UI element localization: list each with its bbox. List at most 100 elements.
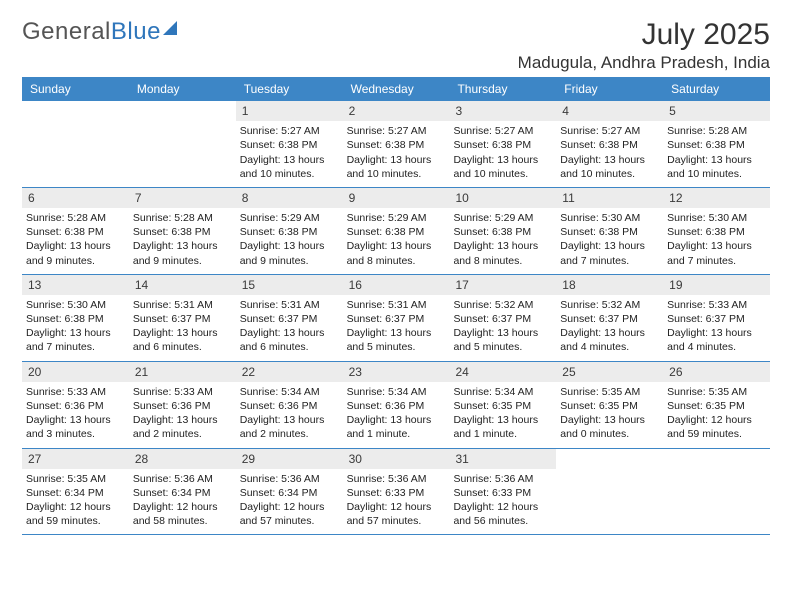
- sunset-text: Sunset: 6:34 PM: [26, 486, 125, 500]
- sunset-text: Sunset: 6:36 PM: [26, 399, 125, 413]
- daylight-text: Daylight: 13 hours and 7 minutes.: [667, 239, 766, 267]
- sunrise-text: Sunrise: 5:36 AM: [453, 472, 552, 486]
- day-cell: 30Sunrise: 5:36 AMSunset: 6:33 PMDayligh…: [343, 449, 450, 535]
- sunset-text: Sunset: 6:37 PM: [453, 312, 552, 326]
- day-cell: 12Sunrise: 5:30 AMSunset: 6:38 PMDayligh…: [663, 188, 770, 274]
- day-cell: 26Sunrise: 5:35 AMSunset: 6:35 PMDayligh…: [663, 362, 770, 448]
- sunset-text: Sunset: 6:37 PM: [560, 312, 659, 326]
- day-number: 7: [129, 188, 236, 208]
- day-number: 31: [449, 449, 556, 469]
- sunrise-text: Sunrise: 5:31 AM: [347, 298, 446, 312]
- day-cell: 27Sunrise: 5:35 AMSunset: 6:34 PMDayligh…: [22, 449, 129, 535]
- week-row: 6Sunrise: 5:28 AMSunset: 6:38 PMDaylight…: [22, 188, 770, 275]
- day-cell: 28Sunrise: 5:36 AMSunset: 6:34 PMDayligh…: [129, 449, 236, 535]
- day-number: 18: [556, 275, 663, 295]
- day-number: 16: [343, 275, 450, 295]
- sunrise-text: Sunrise: 5:31 AM: [240, 298, 339, 312]
- day-number: 20: [22, 362, 129, 382]
- sunset-text: Sunset: 6:38 PM: [667, 138, 766, 152]
- sunset-text: Sunset: 6:38 PM: [240, 225, 339, 239]
- sunrise-text: Sunrise: 5:36 AM: [240, 472, 339, 486]
- daylight-text: Daylight: 13 hours and 10 minutes.: [240, 153, 339, 181]
- calendar-page: GeneralBlue July 2025 Madugula, Andhra P…: [0, 0, 792, 545]
- daylight-text: Daylight: 13 hours and 3 minutes.: [26, 413, 125, 441]
- sunrise-text: Sunrise: 5:34 AM: [240, 385, 339, 399]
- title-block: July 2025 Madugula, Andhra Pradesh, Indi…: [518, 18, 770, 73]
- daylight-text: Daylight: 12 hours and 57 minutes.: [347, 500, 446, 528]
- sunset-text: Sunset: 6:38 PM: [453, 225, 552, 239]
- day-cell-empty: [556, 449, 663, 535]
- day-cell: 18Sunrise: 5:32 AMSunset: 6:37 PMDayligh…: [556, 275, 663, 361]
- day-number: 29: [236, 449, 343, 469]
- header: GeneralBlue July 2025 Madugula, Andhra P…: [22, 18, 770, 73]
- day-cell: 16Sunrise: 5:31 AMSunset: 6:37 PMDayligh…: [343, 275, 450, 361]
- day-number: 25: [556, 362, 663, 382]
- sunset-text: Sunset: 6:37 PM: [240, 312, 339, 326]
- sunset-text: Sunset: 6:35 PM: [560, 399, 659, 413]
- sunrise-text: Sunrise: 5:27 AM: [560, 124, 659, 138]
- weekday-header: Sunday: [22, 77, 129, 101]
- sunset-text: Sunset: 6:38 PM: [240, 138, 339, 152]
- sunrise-text: Sunrise: 5:31 AM: [133, 298, 232, 312]
- day-cell: 17Sunrise: 5:32 AMSunset: 6:37 PMDayligh…: [449, 275, 556, 361]
- sunset-text: Sunset: 6:36 PM: [240, 399, 339, 413]
- sunrise-text: Sunrise: 5:29 AM: [347, 211, 446, 225]
- day-number: 4: [556, 101, 663, 121]
- day-cell: 4Sunrise: 5:27 AMSunset: 6:38 PMDaylight…: [556, 101, 663, 187]
- daylight-text: Daylight: 13 hours and 0 minutes.: [560, 413, 659, 441]
- daylight-text: Daylight: 13 hours and 10 minutes.: [667, 153, 766, 181]
- day-number: 8: [236, 188, 343, 208]
- sunrise-text: Sunrise: 5:29 AM: [453, 211, 552, 225]
- sunset-text: Sunset: 6:35 PM: [667, 399, 766, 413]
- daylight-text: Daylight: 12 hours and 57 minutes.: [240, 500, 339, 528]
- day-number: 1: [236, 101, 343, 121]
- logo-triangle-icon: [163, 21, 177, 35]
- day-number: 3: [449, 101, 556, 121]
- day-cell: 15Sunrise: 5:31 AMSunset: 6:37 PMDayligh…: [236, 275, 343, 361]
- daylight-text: Daylight: 13 hours and 4 minutes.: [667, 326, 766, 354]
- sunset-text: Sunset: 6:38 PM: [453, 138, 552, 152]
- week-row: 1Sunrise: 5:27 AMSunset: 6:38 PMDaylight…: [22, 101, 770, 188]
- day-number: 2: [343, 101, 450, 121]
- day-number: 13: [22, 275, 129, 295]
- day-cell: 10Sunrise: 5:29 AMSunset: 6:38 PMDayligh…: [449, 188, 556, 274]
- sunset-text: Sunset: 6:38 PM: [26, 312, 125, 326]
- sunrise-text: Sunrise: 5:28 AM: [26, 211, 125, 225]
- daylight-text: Daylight: 13 hours and 10 minutes.: [453, 153, 552, 181]
- sunset-text: Sunset: 6:38 PM: [560, 138, 659, 152]
- day-cell: 8Sunrise: 5:29 AMSunset: 6:38 PMDaylight…: [236, 188, 343, 274]
- sunrise-text: Sunrise: 5:33 AM: [667, 298, 766, 312]
- sunrise-text: Sunrise: 5:33 AM: [133, 385, 232, 399]
- day-cell: 19Sunrise: 5:33 AMSunset: 6:37 PMDayligh…: [663, 275, 770, 361]
- day-number: 14: [129, 275, 236, 295]
- sunrise-text: Sunrise: 5:34 AM: [453, 385, 552, 399]
- sunset-text: Sunset: 6:38 PM: [667, 225, 766, 239]
- sunset-text: Sunset: 6:37 PM: [347, 312, 446, 326]
- sunrise-text: Sunrise: 5:28 AM: [133, 211, 232, 225]
- daylight-text: Daylight: 13 hours and 6 minutes.: [133, 326, 232, 354]
- sunset-text: Sunset: 6:38 PM: [133, 225, 232, 239]
- daylight-text: Daylight: 13 hours and 6 minutes.: [240, 326, 339, 354]
- day-cell: 31Sunrise: 5:36 AMSunset: 6:33 PMDayligh…: [449, 449, 556, 535]
- daylight-text: Daylight: 13 hours and 8 minutes.: [347, 239, 446, 267]
- weekday-header: Wednesday: [343, 77, 450, 101]
- weekday-header-row: Sunday Monday Tuesday Wednesday Thursday…: [22, 77, 770, 101]
- day-number: 30: [343, 449, 450, 469]
- day-cell: 25Sunrise: 5:35 AMSunset: 6:35 PMDayligh…: [556, 362, 663, 448]
- day-number: 23: [343, 362, 450, 382]
- weekday-header: Monday: [129, 77, 236, 101]
- day-cell: 29Sunrise: 5:36 AMSunset: 6:34 PMDayligh…: [236, 449, 343, 535]
- day-number: 21: [129, 362, 236, 382]
- day-cell: 22Sunrise: 5:34 AMSunset: 6:36 PMDayligh…: [236, 362, 343, 448]
- day-cell-empty: [22, 101, 129, 187]
- day-number: 19: [663, 275, 770, 295]
- day-cell: 1Sunrise: 5:27 AMSunset: 6:38 PMDaylight…: [236, 101, 343, 187]
- day-cell: 14Sunrise: 5:31 AMSunset: 6:37 PMDayligh…: [129, 275, 236, 361]
- day-cell-empty: [129, 101, 236, 187]
- day-number: 9: [343, 188, 450, 208]
- weekday-header: Tuesday: [236, 77, 343, 101]
- sunset-text: Sunset: 6:38 PM: [560, 225, 659, 239]
- sunrise-text: Sunrise: 5:30 AM: [560, 211, 659, 225]
- sunrise-text: Sunrise: 5:35 AM: [26, 472, 125, 486]
- day-cell: 13Sunrise: 5:30 AMSunset: 6:38 PMDayligh…: [22, 275, 129, 361]
